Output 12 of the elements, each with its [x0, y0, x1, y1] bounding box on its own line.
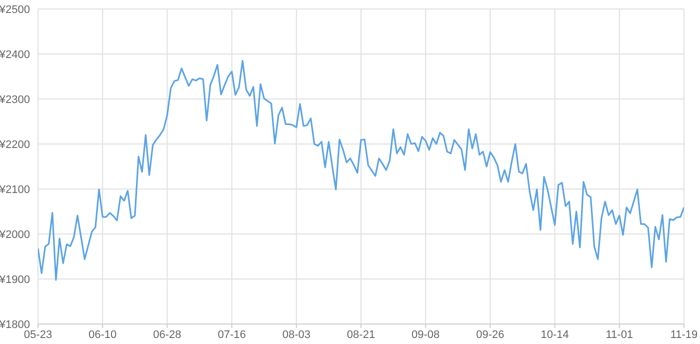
x-tick-label: 11-19 [670, 328, 698, 341]
x-tick-label: 08-21 [346, 328, 376, 341]
x-tick-label: 07-16 [218, 328, 246, 341]
x-tick-label: 08-03 [282, 328, 310, 341]
x-tick-label: 09-08 [412, 328, 440, 341]
x-tick-label: 11-01 [606, 328, 634, 341]
x-tick-label: 10-14 [540, 328, 569, 341]
x-tick-label: 05-23 [24, 328, 52, 341]
x-tick-label: 09-26 [476, 328, 504, 341]
x-tick-label: 06-28 [153, 328, 182, 341]
line-series [38, 60, 684, 281]
x-tick-label: 06-10 [88, 328, 117, 341]
